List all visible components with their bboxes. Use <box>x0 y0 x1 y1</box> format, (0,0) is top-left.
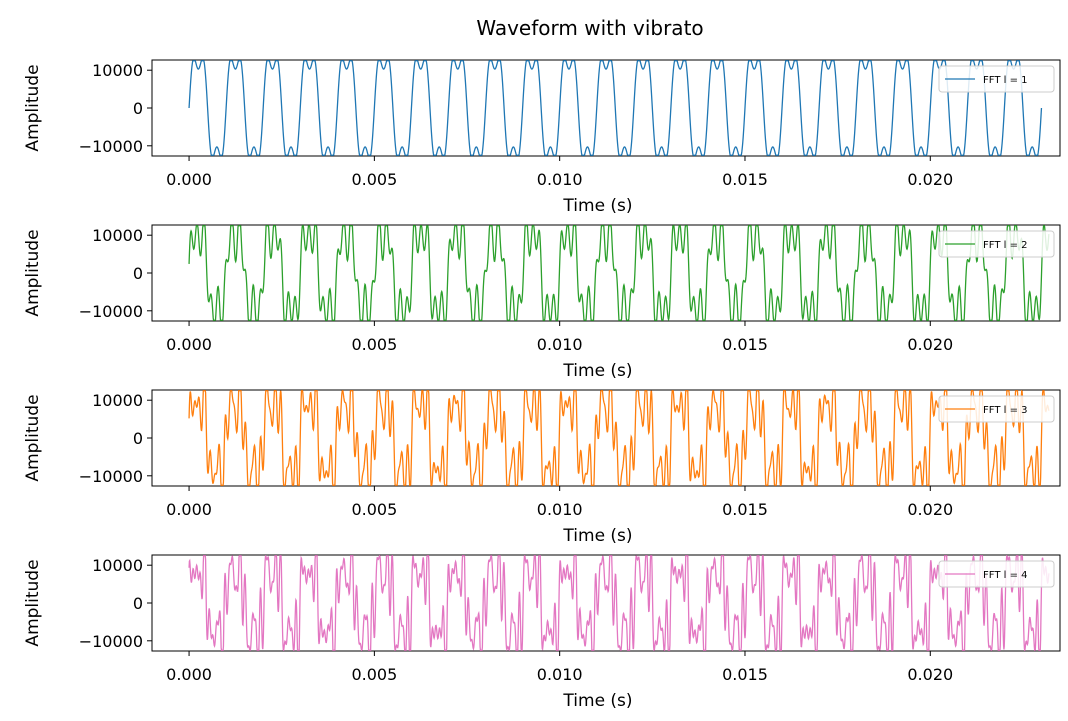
x-tick-label: 0.010 <box>537 500 583 519</box>
series-line <box>188 60 1043 156</box>
legend-entry: FFT l = 3 <box>983 405 1028 416</box>
x-tick-label: 0.005 <box>351 665 397 684</box>
x-axis-label: Time (s) <box>562 526 632 546</box>
series-line <box>188 390 1050 486</box>
y-tick-label: 0 <box>133 594 143 613</box>
legend-box <box>938 560 1055 588</box>
x-tick-label: 0.015 <box>722 665 768 684</box>
legend-box <box>938 395 1055 423</box>
x-tick-label: 0.015 <box>722 335 768 354</box>
subplot: 0.000 0.005 0.010 0.015 0.020 10000 0 −10000 Tim… <box>23 224 1061 381</box>
legend: FFT l = 2 <box>938 230 1055 258</box>
subplots: 0.000 0.005 0.010 0.015 0.020 10000 0 −10000 Tim… <box>23 59 1061 711</box>
x-tick-label: 0.005 <box>351 335 397 354</box>
y-tick-label: 10000 <box>92 391 143 410</box>
y-tick-label: −10000 <box>79 467 143 486</box>
y-tick-label: −10000 <box>79 137 143 156</box>
legend: FFT l = 3 <box>938 395 1055 423</box>
x-axis-label: Time (s) <box>562 196 632 216</box>
x-tick-label: 0.020 <box>907 665 953 684</box>
legend: FFT l = 4 <box>938 560 1055 588</box>
y-axis-label: Amplitude <box>23 229 43 316</box>
figure-title: Waveform with vibrato <box>476 16 703 40</box>
legend-box <box>938 65 1055 93</box>
x-tick-label: 0.000 <box>166 665 212 684</box>
x-tick-label: 0.020 <box>907 170 953 189</box>
y-tick-label: 10000 <box>92 61 143 80</box>
y-axis-label: Amplitude <box>23 394 43 481</box>
legend-entry: FFT l = 2 <box>983 240 1028 251</box>
y-tick-label: −10000 <box>79 632 143 651</box>
x-tick-label: 0.015 <box>722 500 768 519</box>
y-tick-label: 0 <box>133 99 143 118</box>
axes-frame <box>151 59 1061 157</box>
y-axis-label: Amplitude <box>23 559 43 646</box>
y-tick-label: 10000 <box>92 556 143 575</box>
axes-frame <box>151 224 1061 322</box>
x-axis-label: Time (s) <box>562 361 632 381</box>
x-tick-label: 0.010 <box>537 335 583 354</box>
legend: FFT l = 1 <box>938 65 1055 93</box>
legend-entry: FFT l = 1 <box>983 75 1028 86</box>
y-tick-label: 10000 <box>92 226 143 245</box>
y-axis-label: Amplitude <box>23 64 43 151</box>
series-line <box>188 225 1050 321</box>
subplot: 0.000 0.005 0.010 0.015 0.020 10000 0 −10000 Tim… <box>23 59 1061 216</box>
legend-box <box>938 230 1055 258</box>
subplot: 0.000 0.005 0.010 0.015 0.020 10000 0 −10000 Tim… <box>23 389 1061 546</box>
x-tick-label: 0.020 <box>907 500 953 519</box>
x-tick-label: 0.000 <box>166 170 212 189</box>
x-tick-label: 0.020 <box>907 335 953 354</box>
x-axis-label: Time (s) <box>562 691 632 711</box>
subplot: 0.000 0.005 0.010 0.015 0.020 10000 0 −10000 Tim… <box>23 554 1061 711</box>
x-tick-label: 0.010 <box>537 170 583 189</box>
y-tick-label: 0 <box>133 429 143 448</box>
x-tick-label: 0.005 <box>351 170 397 189</box>
y-tick-label: 0 <box>133 264 143 283</box>
y-tick-label: −10000 <box>79 302 143 321</box>
series-line <box>188 555 1050 651</box>
x-tick-label: 0.000 <box>166 335 212 354</box>
x-tick-label: 0.010 <box>537 665 583 684</box>
legend-entry: FFT l = 4 <box>983 570 1028 581</box>
x-tick-label: 0.000 <box>166 500 212 519</box>
x-tick-label: 0.015 <box>722 170 768 189</box>
x-tick-label: 0.005 <box>351 500 397 519</box>
